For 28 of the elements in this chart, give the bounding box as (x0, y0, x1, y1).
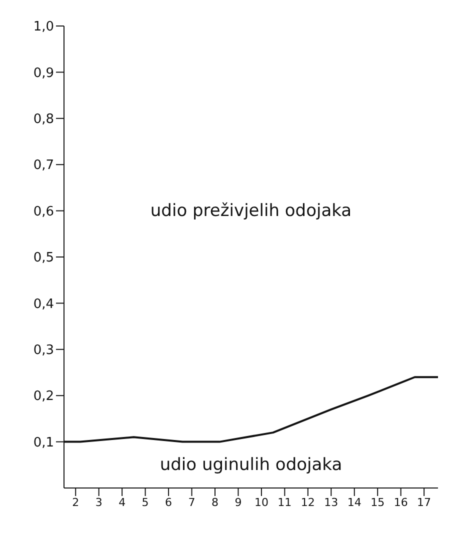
y-tick-label: 0,8 (33, 112, 54, 128)
x-tick-label: 14 (347, 496, 362, 509)
x-tick-label: 6 (165, 496, 172, 509)
x-tick-label: 13 (324, 496, 338, 509)
x-tick-label: 3 (95, 496, 102, 509)
y-tick-label: 0,4 (33, 296, 54, 312)
x-tick-label: 8 (211, 496, 218, 509)
y-tick-label: 0,2 (33, 389, 54, 404)
y-tick-label: 0,9 (33, 66, 54, 81)
x-tick-label: 2 (72, 496, 80, 509)
y-tick-label: 0,5 (33, 250, 54, 266)
x-tick-label: 7 (188, 496, 196, 509)
y-tick-label: 0,7 (33, 158, 54, 174)
x-tick-label: 4 (118, 496, 126, 509)
x-tick-label: 9 (234, 496, 242, 509)
x-tick-label: 11 (278, 496, 292, 509)
x-tick-label: 15 (370, 496, 385, 509)
y-tick-label: 0,6 (33, 204, 54, 220)
y-tick-label: 0,3 (33, 343, 54, 358)
x-tick-label: 10 (254, 496, 268, 509)
x-tick-label: 17 (417, 496, 432, 509)
x-tick-label: 5 (142, 496, 149, 509)
y-tick-label: 0,1 (33, 435, 54, 450)
x-tick-label: 16 (394, 496, 408, 509)
y-tick-label: 1,0 (33, 20, 54, 35)
annotation: udio preživjelih odojaka (149, 200, 353, 221)
x-tick-label: 12 (300, 496, 315, 509)
annotation: udio uginulih odojaka (158, 454, 344, 475)
